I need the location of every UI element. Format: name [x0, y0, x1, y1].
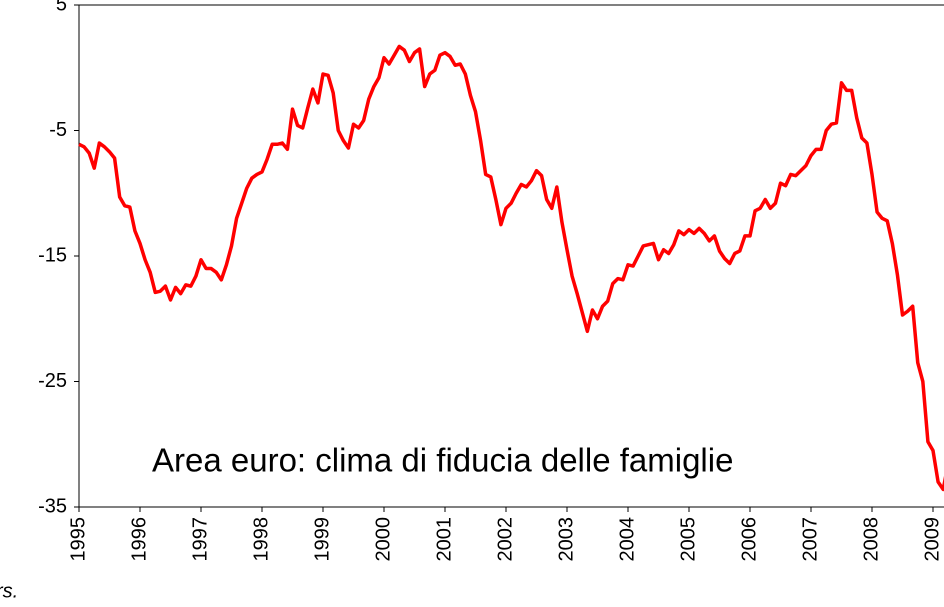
y-tick-label: 5: [56, 0, 67, 15]
y-tick-label: -25: [38, 370, 67, 392]
x-tick-label: 2002: [494, 517, 516, 562]
x-tick-label: 2003: [555, 517, 577, 562]
y-tick-label: -15: [38, 244, 67, 266]
y-tick-label: -35: [38, 495, 67, 517]
data-line: [78, 44, 944, 492]
x-tick-label: 1996: [128, 517, 150, 562]
x-tick-label: 2001: [433, 517, 455, 562]
x-tick-label: 2000: [372, 517, 394, 562]
y-tick-label: -5: [49, 119, 67, 141]
x-tick-label: 1998: [250, 517, 272, 562]
x-tick-label: 1999: [311, 517, 333, 562]
x-tick-label: 1997: [189, 517, 211, 562]
x-tick-label: 2005: [677, 517, 699, 562]
x-tick-label: 2008: [860, 517, 882, 562]
x-tick-label: 2009: [921, 517, 943, 562]
footnote: rs.: [0, 580, 18, 602]
x-tick-label: 2006: [738, 517, 760, 562]
x-tick-label: 2007: [799, 517, 821, 562]
x-tick-label: 2004: [616, 517, 638, 562]
x-tick-label: 1995: [67, 517, 89, 562]
chart-annotation: Area euro: clima di fiducia delle famigl…: [152, 442, 733, 479]
